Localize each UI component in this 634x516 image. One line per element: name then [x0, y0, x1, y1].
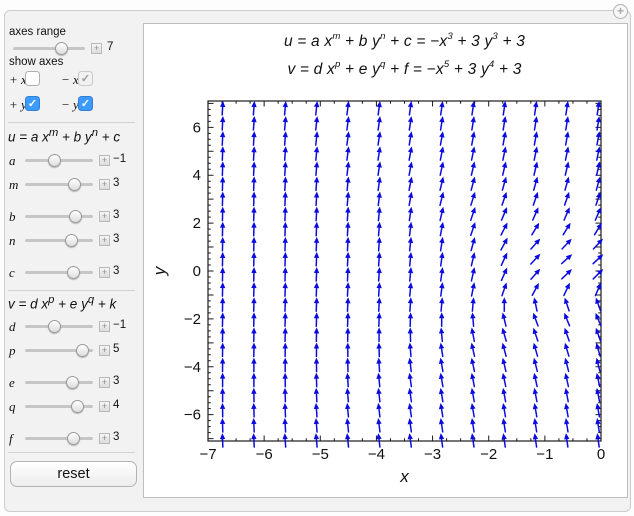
- plus-circle-icon[interactable]: +: [613, 4, 628, 19]
- slider-label: q: [9, 399, 16, 414]
- stepper-plus-icon[interactable]: +: [99, 401, 110, 412]
- axis-checkbox-−y[interactable]: ✓: [78, 96, 93, 111]
- slider-thumb[interactable]: [66, 266, 80, 279]
- slider-thumb[interactable]: [70, 400, 84, 413]
- slider-label: a: [9, 153, 16, 168]
- slider-thumb[interactable]: [64, 234, 78, 247]
- slider-value: 3: [113, 375, 120, 387]
- slider-label: b: [9, 209, 16, 224]
- slider-label: f: [9, 431, 13, 446]
- slider-thumb[interactable]: [47, 320, 61, 333]
- axis-checkbox-label: − y: [61, 97, 79, 112]
- u-section-title: u = a xm + b yn + c: [8, 127, 121, 145]
- slider-track[interactable]: [25, 344, 93, 357]
- show-axes-label: show axes: [9, 56, 64, 68]
- slider-value: 3: [113, 233, 120, 245]
- axis-checkbox-label: − x: [61, 72, 79, 87]
- axes-range-stepper-plus-icon[interactable]: +: [91, 43, 102, 54]
- reset-button[interactable]: reset: [10, 461, 137, 487]
- slider-row-n: n +3: [9, 232, 139, 248]
- slider-thumb[interactable]: [68, 210, 82, 223]
- slider-thumb[interactable]: [66, 376, 80, 389]
- divider: [8, 290, 135, 291]
- axis-checkbox-−x: ✓: [78, 71, 93, 86]
- slider-label: c: [9, 265, 15, 280]
- axes-range-slider-row: + 7: [9, 40, 139, 56]
- slider-label: n: [9, 233, 16, 248]
- slider-track[interactable]: [25, 178, 93, 191]
- slider-track[interactable]: [25, 376, 93, 389]
- slider-thumb[interactable]: [47, 154, 61, 167]
- slider-value: 5: [113, 343, 120, 355]
- slider-track[interactable]: [25, 154, 93, 167]
- slider-thumb[interactable]: [76, 344, 90, 357]
- slider-track[interactable]: [25, 400, 93, 413]
- slider-row-f: f +3: [9, 430, 139, 446]
- axis-checkbox-label: + y: [9, 97, 27, 112]
- slider-thumb[interactable]: [66, 432, 80, 445]
- stepper-plus-icon[interactable]: +: [99, 267, 110, 278]
- stepper-plus-icon[interactable]: +: [99, 345, 110, 356]
- slider-row-m: m +3: [9, 176, 139, 192]
- stepper-plus-icon[interactable]: +: [99, 211, 110, 222]
- slider-row-e: e +3: [9, 374, 139, 390]
- stepper-plus-icon[interactable]: +: [99, 433, 110, 444]
- slider-label: p: [9, 343, 16, 358]
- slider-label: e: [9, 375, 15, 390]
- stepper-plus-icon[interactable]: +: [99, 235, 110, 246]
- slider-label: d: [9, 319, 16, 334]
- slider-thumb[interactable]: [67, 178, 81, 191]
- slider-label: m: [9, 177, 19, 192]
- plot-panel: u = a xm + b yn + c = −x3 + 3 y3 + 3 v =…: [143, 23, 629, 499]
- slider-track[interactable]: [25, 432, 93, 445]
- divider: [8, 452, 135, 453]
- slider-row-p: p +5: [9, 342, 139, 358]
- slider-value: −1: [113, 153, 127, 165]
- slider-row-a: a + −1: [9, 152, 139, 168]
- axes-range-slider-thumb[interactable]: [55, 42, 69, 55]
- axis-checkbox-label: + x: [9, 72, 27, 87]
- v-section-title: v = d xp + e yq + k: [8, 294, 117, 312]
- slider-value: 3: [113, 177, 120, 189]
- slider-row-q: q +4: [9, 398, 139, 414]
- slider-track[interactable]: [25, 266, 93, 279]
- stepper-plus-icon[interactable]: +: [99, 377, 110, 388]
- stepper-plus-icon[interactable]: +: [99, 179, 110, 190]
- stepper-plus-icon[interactable]: +: [99, 321, 110, 332]
- slider-row-c: c +3: [9, 264, 139, 280]
- slider-value: −1: [113, 319, 127, 331]
- axes-range-label: axes range: [9, 26, 66, 38]
- slider-value: 3: [113, 209, 120, 221]
- stepper-plus-icon[interactable]: +: [99, 155, 110, 166]
- slider-value: 3: [113, 265, 120, 277]
- slider-value: 4: [113, 399, 120, 411]
- axis-checkbox-+x[interactable]: [25, 71, 40, 86]
- slider-row-d: d + −1: [9, 318, 139, 334]
- slider-track[interactable]: [25, 234, 93, 247]
- divider: [8, 122, 135, 123]
- axes-range-value: 7: [107, 41, 114, 53]
- slider-row-b: b +3: [9, 208, 139, 224]
- vector-field-canvas: [144, 24, 629, 499]
- slider-value: 3: [113, 431, 120, 443]
- axes-range-slider-track[interactable]: [13, 42, 85, 55]
- slider-track[interactable]: [25, 320, 93, 333]
- axis-checkbox-+y[interactable]: ✓: [25, 96, 40, 111]
- slider-track[interactable]: [25, 210, 93, 223]
